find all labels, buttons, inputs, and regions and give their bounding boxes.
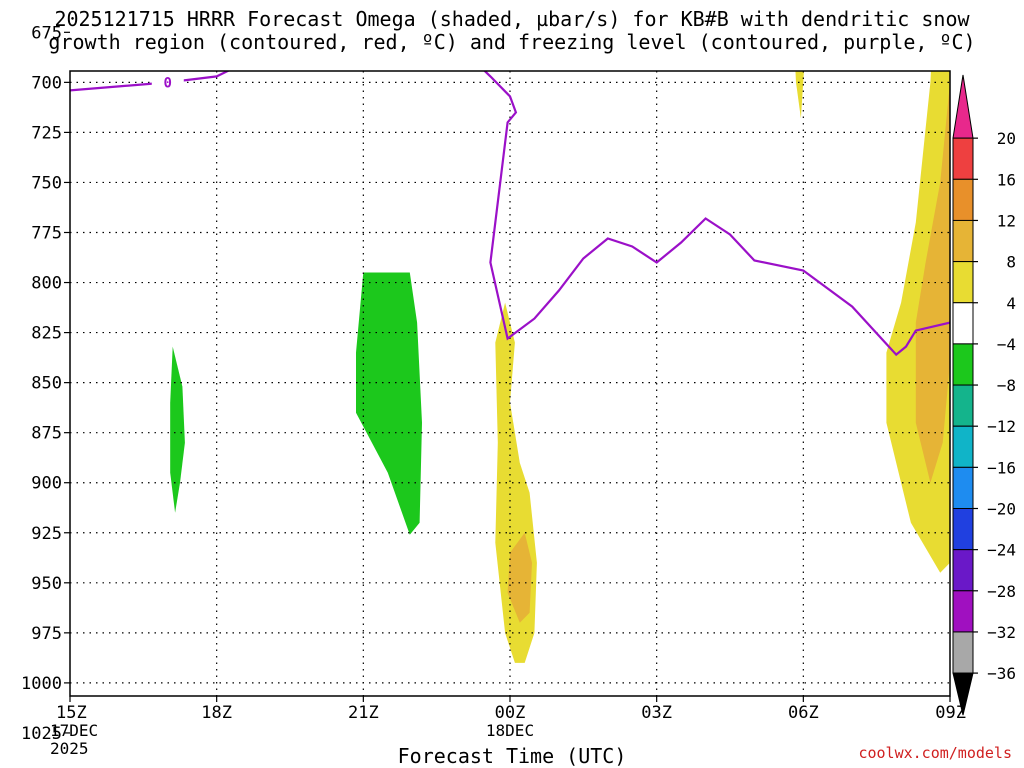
colorbar-label: −24 [987,541,1016,560]
colorbar-bottom-arrow [952,672,974,716]
x-tick-label: 03Z [641,703,672,723]
colorbar-bin [952,384,974,427]
colorbar-label: 12 [997,211,1016,230]
title-line-1: 2025121715 HRRR Forecast Omega (shaded, … [54,7,970,31]
x-tick-date-label: 18DEC [486,721,534,740]
y-tick-label: 750 [31,173,62,193]
y-tick-label: 825 [31,324,62,344]
y-tick-label: 975 [31,624,62,644]
y-tick-label: 675 [31,23,62,43]
colorbar-label: −16 [987,458,1016,477]
x-tick-label: 06Z [788,703,819,723]
colorbar-label: 16 [997,170,1016,189]
purple-contour-label: 0 [164,75,172,91]
x-axis-label: Forecast Time (UTC) [397,744,627,768]
colorbar: 20 16 12 8 4 −4 −8 −12 −16 −20 −24 −28 −32 −36 [952,74,1016,716]
x-tick-date-label: 17DEC [50,721,98,740]
colorbar-bin [952,631,974,674]
purple-contour-line [70,71,950,357]
colorbar-label: −8 [997,376,1016,395]
colorbar-bin [952,302,974,345]
contour-label-layer: −120 [151,74,184,91]
colorbar-bin [952,343,974,386]
x-tick-label: 15Z [56,703,87,723]
descent-region-1 [170,346,185,513]
colorbar-bin [952,549,974,592]
grid-layer [70,71,950,696]
colorbar-bin [952,590,974,633]
colorbar-bin [952,425,974,468]
y-tick-label: 875 [31,424,62,444]
y-tick-label: 925 [31,524,62,544]
colorbar-bin [952,219,974,263]
colorbar-bin [952,137,974,180]
contour-layer [70,71,950,357]
colorbar-bin [952,508,974,551]
y-tick-label: 1000 [21,674,62,694]
colorbar-label: −20 [987,500,1016,519]
colorbar-label: −4 [997,335,1016,354]
y-tick-label: 1025 [21,724,62,744]
y-tick-label: 775 [31,223,62,243]
x-tick-year-label: 2025 [50,739,89,758]
y-tick-label: 800 [31,274,62,294]
y-tick-label: 725 [31,123,62,143]
title-line-2: growth region (contoured, red, ºC) and f… [48,30,976,54]
colorbar-label: −36 [987,664,1016,683]
colorbar-label: 4 [1006,294,1016,313]
x-tick-label: 18Z [201,703,232,723]
purple-contour-label-bg [151,74,184,91]
x-tick-label: 09Z [935,703,966,723]
colorbar-label: 8 [1006,253,1016,272]
omega-shading-layer [170,71,950,663]
chart-title: 2025121715 HRRR Forecast Omega (shaded, … [0,8,1024,54]
x-tick-label: 21Z [348,703,379,723]
colorbar-label: −12 [987,417,1016,436]
ascent-region-7 [507,532,532,623]
ascent-region-3 [795,71,804,119]
y-tick-label: 900 [31,474,62,494]
x-tick-label: 00Z [495,703,526,723]
descent-region-2 [356,272,422,535]
colorbar-label: −32 [987,623,1016,642]
colorbar-bin [952,178,974,221]
y-tick-label: 950 [31,574,62,594]
colorbar-bin [952,261,974,304]
watermark: coolwx.com/models [858,744,1012,762]
colorbar-bin [952,466,974,510]
y-axis: 5255505756006256506757007257507758008258… [21,23,70,744]
y-tick-label: 700 [31,73,62,93]
colorbar-top-arrow [952,74,974,139]
y-tick-label: 850 [31,374,62,394]
colorbar-label: −28 [987,582,1016,601]
colorbar-label: 20 [997,129,1016,148]
